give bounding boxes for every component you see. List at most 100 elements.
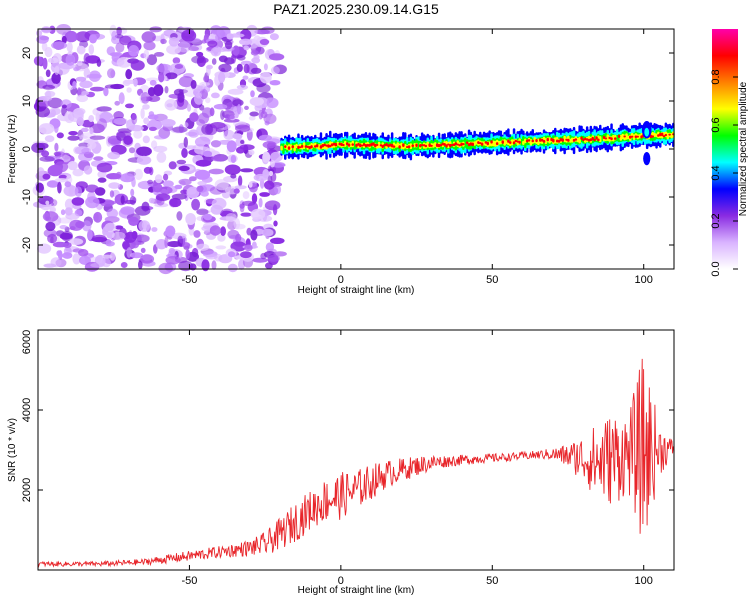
noise-blob	[153, 145, 168, 153]
noise-blob	[181, 29, 197, 42]
noise-blob	[54, 178, 69, 183]
noise-blob	[233, 217, 241, 230]
ridge-segment	[555, 139, 559, 143]
noise-blob	[237, 55, 246, 61]
ridge-segment	[413, 143, 416, 148]
ridge-segment	[610, 137, 613, 141]
colorbar-tick-label: 0.6	[710, 117, 722, 132]
ridge-segment	[499, 140, 503, 145]
noise-blob	[176, 211, 183, 221]
noise-blob	[227, 251, 236, 258]
noise-blob	[236, 63, 243, 73]
ridge-segment	[280, 145, 283, 151]
noise-blob	[101, 254, 113, 259]
ridge-segment	[300, 144, 304, 148]
noise-blob	[211, 58, 217, 65]
ridge-segment	[524, 138, 527, 144]
ridge-segment	[627, 135, 630, 140]
ridge-segment	[287, 146, 291, 150]
noise-blob	[76, 116, 84, 126]
ridge-blob	[644, 127, 650, 137]
ridge-segment	[327, 144, 330, 148]
ridge-segment	[484, 141, 488, 144]
ridge-segment	[325, 144, 328, 147]
noise-blob	[185, 249, 190, 260]
noise-blob	[61, 35, 67, 44]
ridge-segment	[432, 143, 435, 148]
noise-blob	[140, 254, 155, 264]
noise-blob	[79, 255, 91, 265]
ridge-segment	[469, 142, 473, 146]
ridge-segment	[593, 138, 596, 142]
ridge-segment	[584, 137, 587, 141]
noise-blob	[47, 233, 58, 244]
noise-blob	[120, 206, 135, 215]
noise-blob	[130, 188, 135, 197]
noise-blob	[174, 184, 183, 190]
noise-blob	[38, 100, 50, 108]
noise-blob	[38, 123, 55, 135]
noise-blob	[270, 237, 285, 244]
ridge-segment	[503, 139, 506, 146]
ridge-segment	[449, 143, 452, 148]
noise-blob	[81, 147, 92, 155]
noise-blob	[197, 181, 207, 186]
y-tick-label: -20	[21, 237, 33, 253]
noise-blob	[248, 149, 255, 156]
noise-blob	[208, 168, 224, 175]
noise-blob	[54, 122, 59, 134]
ridge-segment	[398, 145, 401, 149]
noise-blob	[89, 127, 94, 135]
noise-blob	[42, 84, 55, 90]
ridge-segment	[355, 143, 358, 147]
ridge-segment	[509, 141, 512, 144]
ridge-segment	[411, 144, 414, 147]
noise-blob	[230, 155, 237, 163]
noise-blob	[210, 47, 221, 57]
noise-blob	[262, 169, 270, 179]
noise-blob	[97, 177, 107, 183]
ridge-segment	[563, 135, 566, 143]
ridge-segment	[666, 132, 669, 140]
noise-blob	[201, 39, 207, 44]
noise-blob	[172, 126, 188, 133]
ridge-segment	[527, 139, 531, 142]
noise-blob	[265, 262, 273, 270]
ridge-segment	[428, 143, 431, 147]
ridge-segment	[638, 134, 641, 139]
ridge-segment	[310, 145, 313, 149]
noise-blob	[123, 135, 133, 145]
ridge-segment	[522, 140, 525, 145]
noise-blob	[202, 150, 213, 157]
noise-blob	[190, 79, 197, 89]
noise-blob	[133, 78, 138, 87]
ridge-segment	[589, 138, 593, 142]
ridge-segment	[445, 144, 448, 148]
noise-blob	[205, 97, 211, 104]
noise-blob	[134, 234, 150, 243]
noise-blob	[128, 124, 144, 132]
noise-blob	[244, 105, 249, 110]
ridge-segment	[569, 138, 572, 143]
noise-blob	[153, 135, 168, 140]
ridge-segment	[430, 144, 433, 147]
ridge-segment	[490, 140, 493, 144]
noise-blob	[136, 146, 152, 157]
noise-blob	[181, 148, 188, 158]
noise-blob	[264, 180, 275, 190]
noise-blob	[148, 197, 155, 204]
noise-blob	[119, 173, 135, 183]
noise-blob	[77, 87, 82, 97]
noise-blob	[138, 260, 143, 270]
ridge-segment	[591, 136, 594, 141]
ridge-segment	[360, 144, 364, 147]
ridge-segment	[332, 142, 336, 146]
noise-blob	[72, 168, 84, 177]
ridge-segment	[614, 137, 617, 140]
noise-blob	[104, 216, 120, 223]
noise-blob	[133, 130, 143, 139]
noise-blob	[215, 33, 222, 43]
noise-blob	[261, 228, 274, 237]
noise-blob	[57, 181, 62, 194]
noise-blob	[227, 229, 240, 239]
